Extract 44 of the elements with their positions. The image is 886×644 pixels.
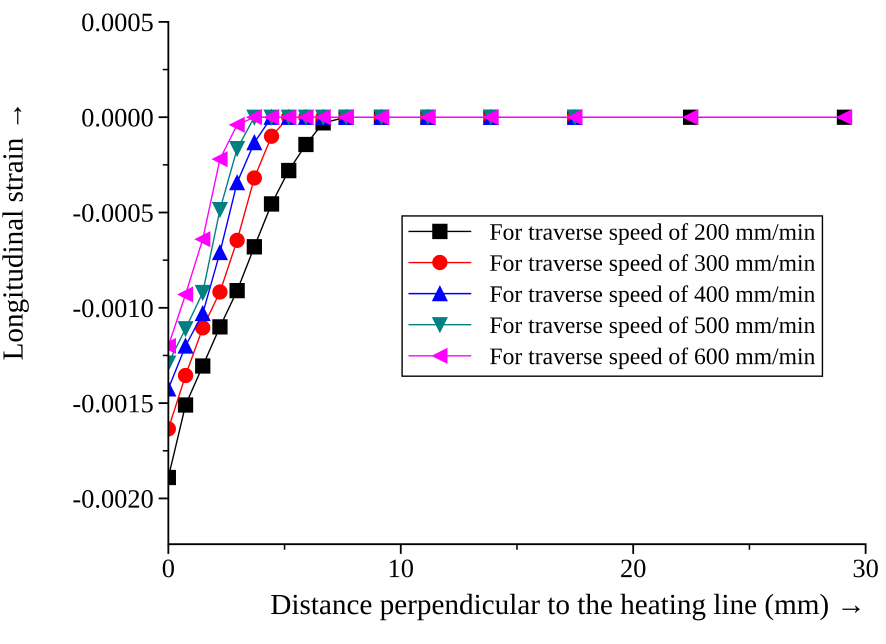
point (212, 152, 228, 167)
point (178, 368, 194, 384)
point (281, 162, 296, 178)
point (264, 196, 280, 212)
point (178, 338, 194, 354)
point (246, 134, 262, 150)
x-tick-label: 0 (162, 560, 174, 578)
point (195, 284, 210, 300)
legend-label: For traverse speed of 500 mm/min (490, 316, 815, 338)
y-tick-label: -0.0010 (73, 299, 153, 318)
x-tick-label: 30 (854, 560, 878, 578)
point (195, 306, 210, 322)
y-tick-label: 0.0005 (82, 14, 153, 32)
point (264, 128, 280, 144)
x-axis-title: Distance perpendicular to the heating line (mm) → (271, 594, 860, 620)
point (178, 321, 194, 336)
y-tick-label: 0.0000 (82, 108, 153, 127)
point (212, 202, 228, 218)
point (298, 136, 314, 152)
point (230, 174, 245, 190)
legend-label: For traverse speed of 200 mm/min (490, 223, 815, 245)
legend-label: For traverse speed of 400 mm/min (490, 285, 815, 307)
point (195, 358, 210, 374)
point (195, 232, 210, 247)
y-axis-title: Longitudinal strain → (2, 107, 29, 360)
point (212, 244, 228, 260)
point (178, 286, 194, 302)
point (230, 232, 245, 248)
x-tick-label: 20 (621, 560, 646, 578)
point (230, 117, 245, 132)
point (230, 141, 245, 156)
point (246, 239, 262, 254)
point (212, 284, 228, 300)
x-tick-label: 10 (390, 560, 413, 578)
y-tick-label: -0.0020 (73, 490, 153, 508)
legend-label: For traverse speed of 600 mm/min (490, 347, 815, 370)
point (246, 170, 262, 186)
point (195, 320, 210, 336)
y-tick-label: -0.0015 (73, 394, 153, 413)
y-tick-label: -0.0005 (73, 204, 153, 222)
point (230, 283, 245, 298)
point (212, 319, 228, 335)
legend-label: For traverse speed of 300 mm/min (490, 254, 815, 276)
point (178, 397, 194, 413)
